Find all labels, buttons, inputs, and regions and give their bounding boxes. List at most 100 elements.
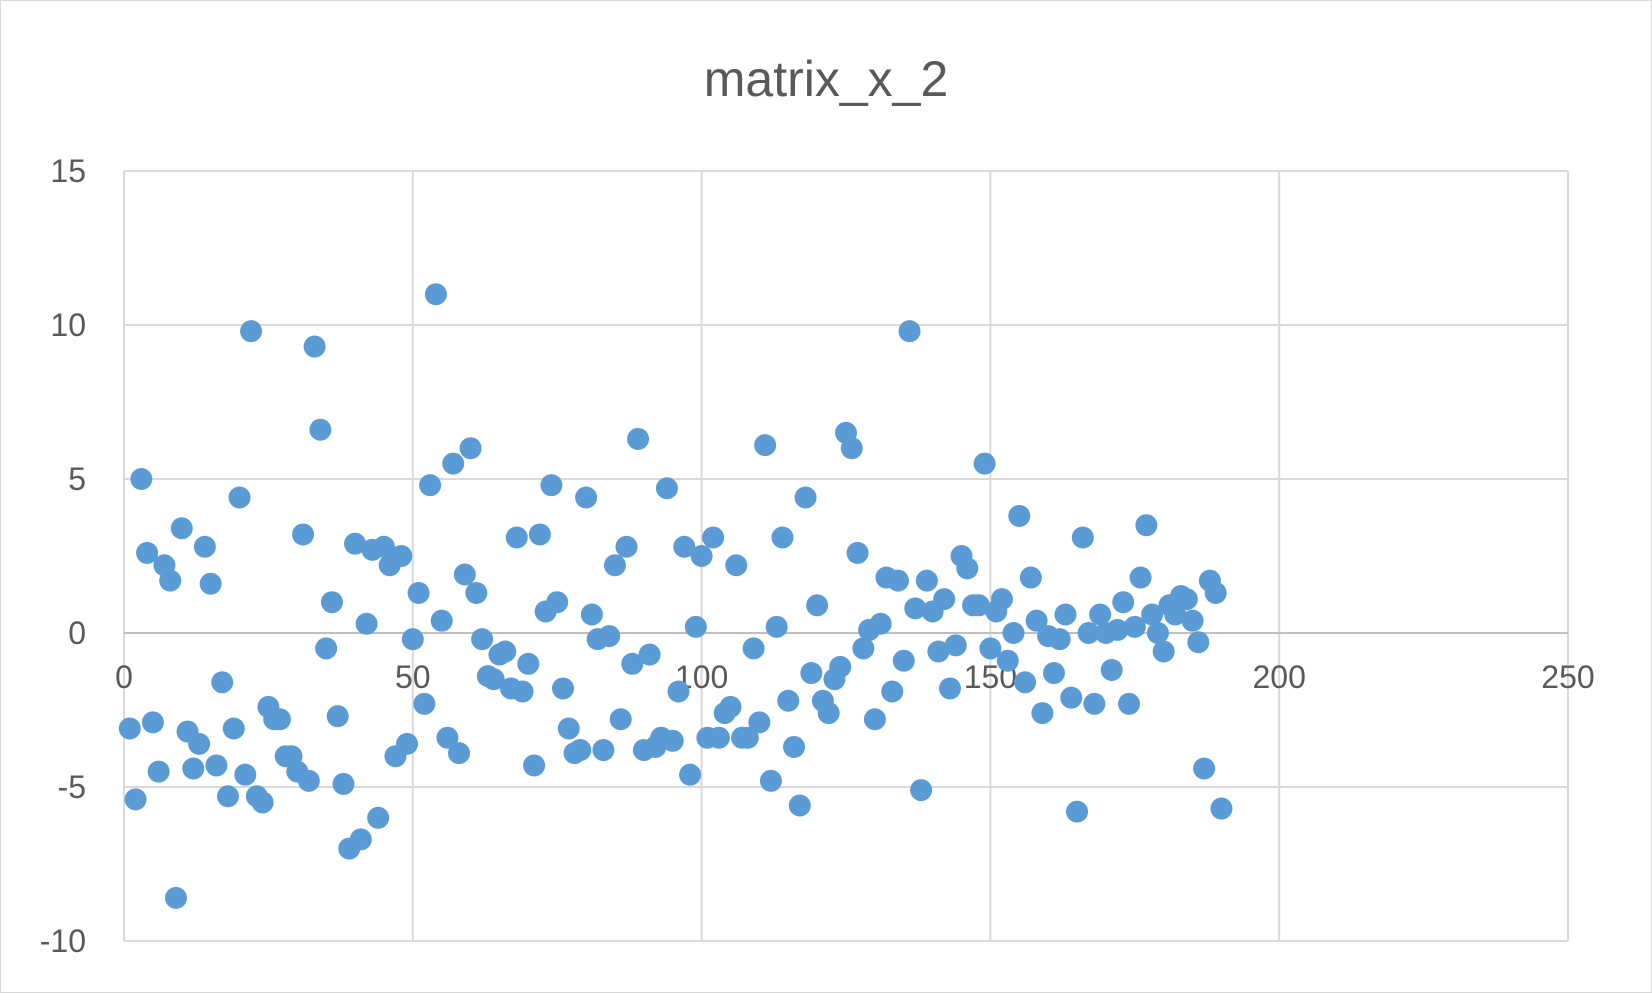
data-point (1048, 628, 1071, 651)
data-point (315, 637, 338, 660)
data-point (996, 649, 1019, 672)
data-point (557, 717, 580, 740)
data-point (1210, 797, 1233, 820)
data-point (419, 474, 442, 497)
data-point (788, 794, 811, 817)
data-point (863, 708, 886, 731)
data-point (1071, 526, 1094, 549)
data-point (869, 612, 892, 635)
data-point (1025, 609, 1048, 632)
data-point (881, 680, 904, 703)
data-point (806, 594, 829, 617)
data-point (482, 668, 505, 691)
y-tick-label: -10 (40, 923, 86, 959)
chart-title: matrix_x_2 (704, 51, 949, 107)
data-point (551, 677, 574, 700)
data-point (448, 742, 471, 765)
data-point (407, 581, 430, 604)
data-point (505, 526, 528, 549)
data-point (886, 569, 909, 592)
data-point (1008, 504, 1031, 527)
gridlines (123, 170, 1569, 942)
data-point (575, 486, 598, 509)
data-point (759, 769, 782, 792)
data-point (719, 695, 742, 718)
data-point (205, 754, 228, 777)
data-point (292, 523, 315, 546)
data-point (892, 649, 915, 672)
data-point (742, 637, 765, 660)
data-point (990, 588, 1013, 611)
data-point (598, 625, 621, 648)
data-point (1152, 640, 1175, 663)
data-point (933, 588, 956, 611)
data-point (794, 486, 817, 509)
data-point (355, 612, 378, 635)
y-tick-label: 15 (50, 153, 86, 189)
data-point (453, 563, 476, 586)
data-point (852, 637, 875, 660)
data-point (159, 569, 182, 592)
data-point (459, 437, 482, 460)
data-point (297, 769, 320, 792)
data-point (673, 535, 696, 558)
data-point (528, 523, 551, 546)
data-point (904, 597, 927, 620)
data-point (1175, 588, 1198, 611)
data-point (707, 726, 730, 749)
data-point (494, 640, 517, 663)
data-point (771, 526, 794, 549)
data-point (1204, 581, 1227, 604)
data-point (927, 640, 950, 663)
data-point (517, 652, 540, 675)
data-point (1089, 603, 1112, 626)
data-point (1187, 631, 1210, 654)
data-point (268, 708, 291, 731)
data-point (973, 452, 996, 475)
data-point (915, 569, 938, 592)
data-point (465, 581, 488, 604)
data-point (436, 726, 459, 749)
data-point (1129, 566, 1152, 589)
data-point (667, 680, 690, 703)
data-point (1042, 662, 1065, 685)
data-point (944, 634, 967, 657)
data-point (546, 591, 569, 614)
x-tick-label: 250 (1541, 659, 1594, 695)
data-point (840, 437, 863, 460)
data-point (326, 705, 349, 728)
data-point (1123, 615, 1146, 638)
data-point (1100, 658, 1123, 681)
data-point (1112, 591, 1135, 614)
data-point (303, 335, 326, 358)
data-point (222, 717, 245, 740)
x-tick-label: 200 (1253, 659, 1306, 695)
data-point (1083, 692, 1106, 715)
data-point (188, 732, 211, 755)
data-point (164, 886, 187, 909)
data-point (938, 677, 961, 700)
data-point (540, 474, 563, 497)
data-point (1193, 757, 1216, 780)
data-point (309, 418, 332, 441)
data-point (1054, 603, 1077, 626)
data-point (846, 541, 869, 564)
data-point (1031, 702, 1054, 725)
x-tick-label: 50 (395, 659, 431, 695)
data-point (523, 754, 546, 777)
data-point (401, 628, 424, 651)
data-point (216, 785, 239, 808)
data-point (118, 717, 141, 740)
data-point (130, 468, 153, 490)
data-point (661, 729, 684, 752)
data-point (1066, 800, 1089, 823)
data-point (615, 535, 638, 558)
data-point (1002, 622, 1025, 644)
data-point (1014, 671, 1037, 694)
data-point (736, 726, 759, 749)
data-point (234, 763, 257, 786)
data-point (170, 517, 193, 540)
data-point (829, 655, 852, 678)
data-point (979, 637, 1002, 660)
